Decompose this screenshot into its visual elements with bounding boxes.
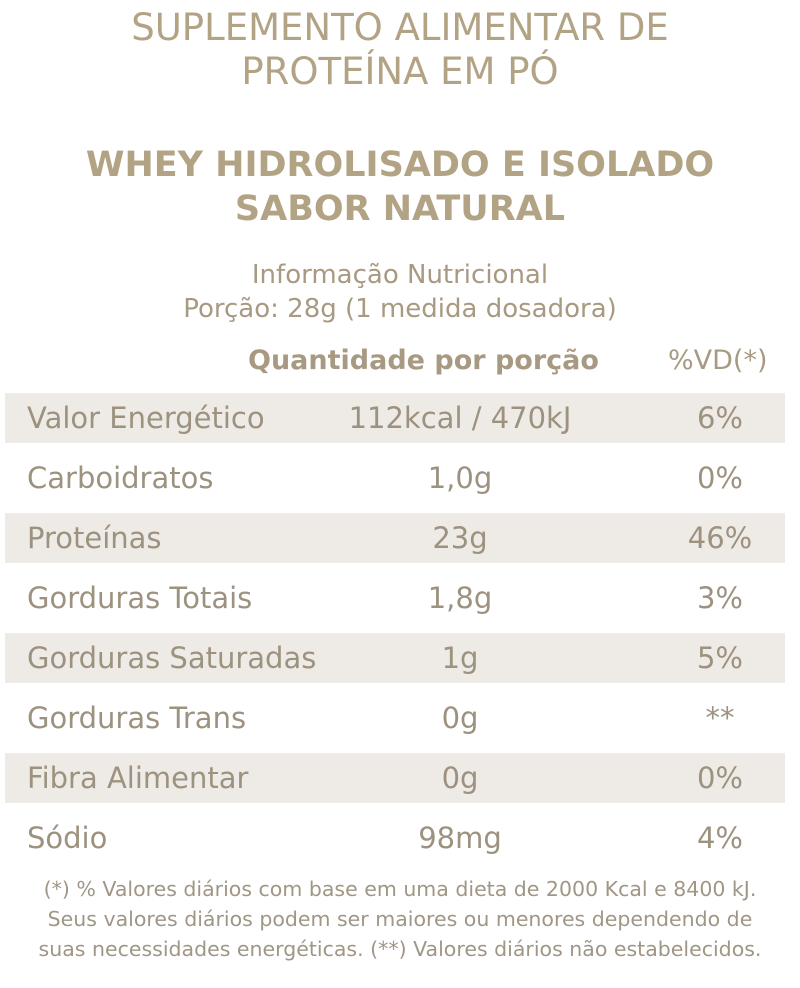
cell: 0% — [696, 761, 743, 795]
cell: 46% — [687, 521, 753, 555]
table-row: Gorduras Saturadas 1g 5% — [5, 633, 785, 683]
cell: 5% — [696, 641, 743, 675]
table-row: Proteínas 23g 46% — [5, 513, 785, 563]
cell: 3% — [696, 581, 743, 615]
info: Informação Nutricional Porção: 28g (1 med… — [0, 258, 800, 326]
title: SUPLEMENTO ALIMENTAR DE PROTEÍNA EM PÓ — [0, 6, 800, 94]
info-title: Informação Nutricional — [251, 260, 549, 290]
footnote: (*) % Valores diários com base em uma di… — [0, 874, 800, 964]
table-row: Carboidratos 1,0g 0% — [5, 453, 785, 503]
table-row: Fibra Alimentar 0g 0% — [5, 753, 785, 803]
portion: Porção: 28g (1 medida dosadora) — [183, 294, 617, 324]
footnote-line: (*) % Valores diários com base em uma di… — [43, 877, 757, 901]
cell: ** — [705, 701, 735, 735]
cell: 1,0g — [427, 461, 493, 495]
footnote-line: suas necessidades energéticas. (**) Valo… — [38, 937, 762, 961]
cell: 23g — [432, 521, 488, 555]
cell: 112kcal / 470kJ — [348, 401, 572, 435]
table-row: Gorduras Totais 1,8g 3% — [5, 573, 785, 623]
table-row: Gorduras Trans 0g ** — [5, 693, 785, 743]
cell: Gorduras Totais — [27, 581, 253, 615]
cell: 1g — [441, 641, 479, 675]
cell: 0% — [696, 461, 743, 495]
title-line: WHEY HIDROLISADO E ISOLADO — [85, 145, 715, 185]
column-header: %VD(*) — [668, 345, 768, 376]
table-row: Valor Energético 112kcal / 470kJ 6% — [5, 393, 785, 443]
cell: 0g — [441, 761, 479, 795]
subtitle: WHEY HIDROLISADO E ISOLADO SABOR NATURAL — [0, 143, 800, 231]
footnote-line: Seus valores diários podem ser maiores o… — [47, 907, 753, 931]
table-row: Sódio 98mg 4% — [5, 813, 785, 863]
cell: 6% — [696, 401, 743, 435]
cell: Gorduras Saturadas — [27, 641, 317, 675]
title-line: SUPLEMENTO ALIMENTAR DE — [131, 6, 669, 49]
title-line: PROTEÍNA EM PÓ — [241, 50, 559, 93]
cell: 0g — [441, 701, 479, 735]
cell: Valor Energético — [27, 401, 265, 435]
title-line: SABOR NATURAL — [234, 189, 566, 229]
cell: Fibra Alimentar — [27, 761, 249, 795]
cell: Proteínas — [27, 521, 162, 555]
cell: Gorduras Trans — [27, 701, 247, 735]
cell: Sódio — [27, 821, 108, 855]
cell: 4% — [696, 821, 743, 855]
column-header: Quantidade por porção — [248, 345, 599, 376]
cell: Carboidratos — [27, 461, 214, 495]
cell: 98mg — [418, 821, 502, 855]
cell: 1,8g — [427, 581, 493, 615]
